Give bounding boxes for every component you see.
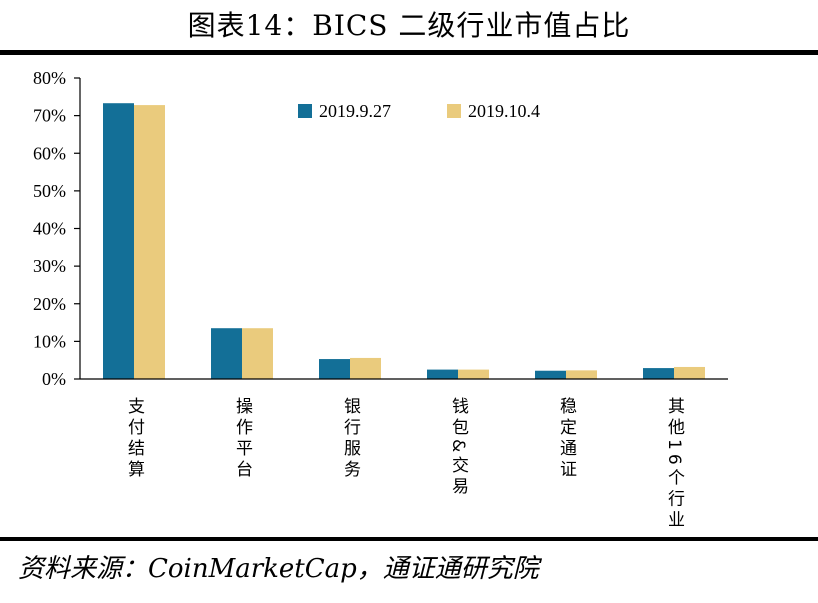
legend: 2019.9.27 2019.10.4 [298, 101, 540, 121]
bar-1-6 [643, 368, 674, 379]
bar-2-1 [134, 105, 165, 379]
x-category-label: 其他16个行业 [664, 397, 685, 532]
x-category-label: 操作平台 [232, 397, 253, 481]
bar-1-2 [211, 328, 242, 379]
x-category-label: 支付结算 [124, 397, 145, 481]
bar-2-6 [674, 366, 705, 379]
y-tick-label: 60% [33, 143, 66, 163]
bar-2-4 [458, 369, 489, 379]
bar-2-2 [242, 328, 273, 379]
bar-1-4 [427, 369, 458, 379]
title-rule [0, 50, 818, 55]
chart-title: 图表14：BICS 二级行业市值占比 [187, 9, 631, 42]
x-category-label: 钱包&交易 [448, 397, 469, 498]
bars [103, 103, 705, 380]
y-tick-label: 50% [33, 181, 66, 201]
bar-1-1 [103, 103, 134, 380]
bar-1-3 [319, 359, 350, 379]
source-rule [0, 537, 818, 541]
y-tick-label: 20% [33, 294, 66, 314]
legend-swatch-2 [447, 104, 461, 118]
bar-2-5 [566, 370, 597, 379]
bar-chart: 0% 10% 20% 30% 40% 50% 60% 70% 80% 支付结算 操作平台 银行服务 钱… [33, 68, 728, 532]
y-tick-label: 70% [33, 106, 66, 126]
bar-1-5 [535, 370, 566, 379]
y-tick-label: 0% [42, 369, 66, 389]
y-tick-label: 10% [33, 331, 66, 351]
y-tick-label: 40% [33, 219, 66, 239]
y-axis: 0% 10% 20% 30% 40% 50% 60% 70% 80% [33, 68, 81, 389]
legend-label-1: 2019.9.27 [319, 101, 391, 121]
y-tick-label: 80% [33, 68, 66, 88]
x-axis: 支付结算 操作平台 银行服务 钱包&交易 稳定通证 其他16个行业 [80, 378, 728, 532]
bar-2-3 [350, 357, 381, 379]
x-category-label: 稳定通证 [556, 397, 577, 481]
legend-swatch-1 [298, 104, 312, 118]
x-category-label: 银行服务 [340, 397, 361, 481]
source-note: 资料来源：CoinMarketCap，通证通研究院 [18, 554, 539, 584]
legend-label-2: 2019.10.4 [468, 101, 540, 121]
y-tick-label: 30% [33, 256, 66, 276]
